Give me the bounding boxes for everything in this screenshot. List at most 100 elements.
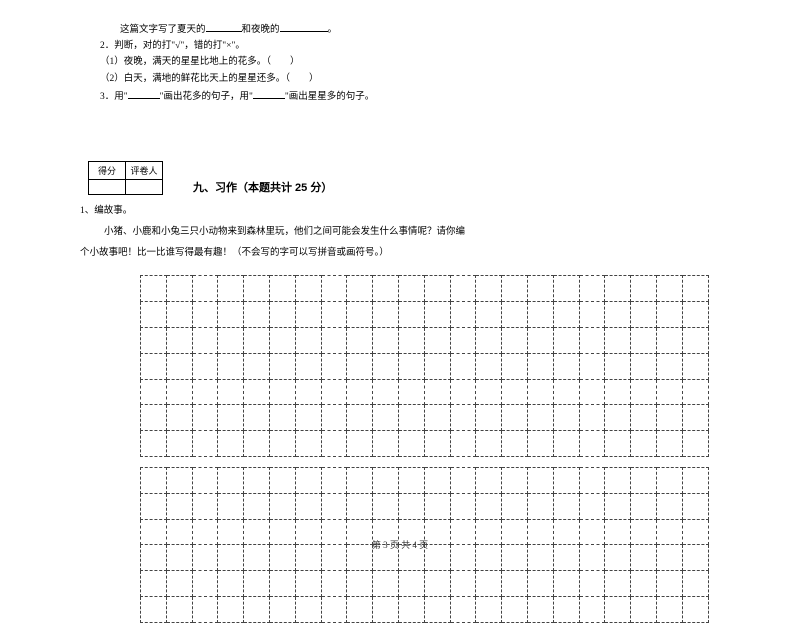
writing-cell[interactable] [398,353,424,379]
blank-2[interactable] [280,21,328,32]
writing-cell[interactable] [682,596,708,622]
writing-cell[interactable] [295,405,321,431]
writing-cell[interactable] [141,327,167,353]
writing-cell[interactable] [218,493,244,519]
writing-cell[interactable] [166,302,192,328]
writing-cell[interactable] [605,405,631,431]
writing-cell[interactable] [398,467,424,493]
writing-cell[interactable] [244,571,270,597]
writing-cell[interactable] [424,276,450,302]
writing-cell[interactable] [295,276,321,302]
writing-cell[interactable] [579,276,605,302]
writing-cell[interactable] [656,379,682,405]
writing-cell[interactable] [656,467,682,493]
writing-cell[interactable] [553,379,579,405]
writing-cell[interactable] [450,596,476,622]
writing-cell[interactable] [347,571,373,597]
writing-cell[interactable] [553,431,579,457]
writing-cell[interactable] [682,467,708,493]
writing-cell[interactable] [166,596,192,622]
writing-cell[interactable] [605,431,631,457]
writing-cell[interactable] [192,353,218,379]
writing-cell[interactable] [656,596,682,622]
writing-cell[interactable] [321,431,347,457]
writing-cell[interactable] [450,405,476,431]
writing-cell[interactable] [682,379,708,405]
writing-cell[interactable] [476,431,502,457]
writing-cell[interactable] [347,353,373,379]
writing-cell[interactable] [424,405,450,431]
writing-cell[interactable] [192,431,218,457]
writing-cell[interactable] [192,467,218,493]
writing-cell[interactable] [166,493,192,519]
writing-cell[interactable] [192,302,218,328]
writing-cell[interactable] [269,276,295,302]
writing-cell[interactable] [682,276,708,302]
writing-cell[interactable] [605,571,631,597]
writing-cell[interactable] [502,276,528,302]
writing-cell[interactable] [398,379,424,405]
writing-cell[interactable] [192,327,218,353]
writing-cell[interactable] [218,405,244,431]
writing-cell[interactable] [553,327,579,353]
writing-cell[interactable] [244,467,270,493]
writing-cell[interactable] [476,379,502,405]
writing-cell[interactable] [656,493,682,519]
writing-cell[interactable] [605,467,631,493]
writing-cell[interactable] [244,302,270,328]
writing-cell[interactable] [192,493,218,519]
writing-cell[interactable] [502,493,528,519]
writing-cell[interactable] [321,302,347,328]
writing-cell[interactable] [450,431,476,457]
writing-cell[interactable] [424,431,450,457]
writing-cell[interactable] [192,596,218,622]
writing-cell[interactable] [502,405,528,431]
writing-cell[interactable] [373,405,399,431]
writing-cell[interactable] [347,467,373,493]
writing-cell[interactable] [218,571,244,597]
writing-cell[interactable] [527,571,553,597]
writing-cell[interactable] [631,571,657,597]
writing-cell[interactable] [141,379,167,405]
writing-cell[interactable] [605,353,631,379]
writing-cell[interactable] [682,571,708,597]
writing-cell[interactable] [373,493,399,519]
writing-cell[interactable] [579,493,605,519]
writing-cell[interactable] [631,467,657,493]
writing-cell[interactable] [218,379,244,405]
writing-cell[interactable] [682,405,708,431]
writing-cell[interactable] [166,353,192,379]
writing-cell[interactable] [218,431,244,457]
writing-cell[interactable] [476,353,502,379]
writing-cell[interactable] [347,405,373,431]
writing-cell[interactable] [141,302,167,328]
writing-cell[interactable] [166,571,192,597]
writing-cell[interactable] [553,405,579,431]
writing-cell[interactable] [295,571,321,597]
writing-cell[interactable] [166,379,192,405]
writing-cell[interactable] [527,379,553,405]
writing-cell[interactable] [682,353,708,379]
writing-cell[interactable] [450,276,476,302]
writing-cell[interactable] [656,302,682,328]
writing-cell[interactable] [347,327,373,353]
writing-cell[interactable] [579,327,605,353]
writing-cell[interactable] [424,596,450,622]
writing-cell[interactable] [502,353,528,379]
writing-cell[interactable] [398,405,424,431]
writing-cell[interactable] [553,596,579,622]
writing-cell[interactable] [476,596,502,622]
writing-cell[interactable] [553,571,579,597]
writing-cell[interactable] [373,353,399,379]
writing-cell[interactable] [347,379,373,405]
writing-cell[interactable] [269,353,295,379]
writing-cell[interactable] [373,302,399,328]
writing-cell[interactable] [166,405,192,431]
writing-cell[interactable] [398,431,424,457]
writing-cell[interactable] [141,353,167,379]
writing-cell[interactable] [321,327,347,353]
writing-cell[interactable] [527,467,553,493]
blank-4[interactable] [253,88,285,99]
writing-cell[interactable] [373,467,399,493]
writing-cell[interactable] [373,431,399,457]
